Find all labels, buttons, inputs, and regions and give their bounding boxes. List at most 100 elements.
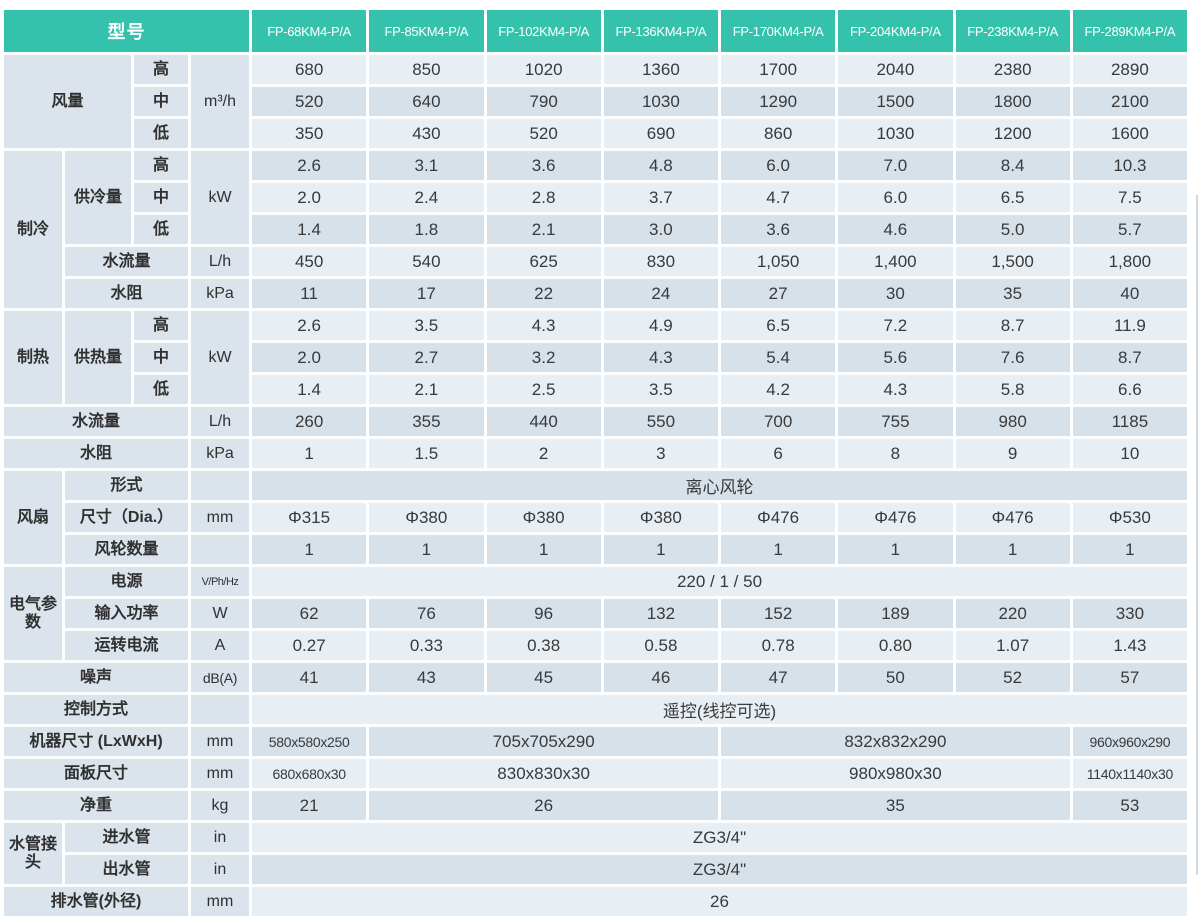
value-cell: Φ380 [603,503,718,532]
value-cell: 1800 [955,87,1070,116]
value-cell: 43 [369,663,484,692]
value-cell: 2 [486,439,601,468]
table-row: 水流量 L/h 260 355 440 550 700 755 980 1185 [4,407,1187,436]
value-cell: 8.4 [955,151,1070,180]
label-cell: 高 [134,55,188,84]
label-cell: 供冷量 [65,151,131,244]
unit-cell: L/h [191,407,249,436]
value-cell: 52 [955,663,1070,692]
spec-table: 型号 FP-68KM4-P/A FP-85KM4-P/A FP-102KM4-P/A… [1,7,1190,919]
value-cell: 9 [955,439,1070,468]
model-corner-label: 型号 [4,10,249,52]
value-cell: 1030 [838,119,953,148]
value-cell: 350 [252,119,367,148]
value-cell: 30 [838,279,953,308]
value-cell: 152 [721,599,836,628]
value-cell: 220 / 1 / 50 [252,567,1187,596]
unit-cell [191,471,249,500]
label-cell: 尺寸（Dia.） [65,503,188,532]
model-header: FP-289KM4-P/A [1072,10,1187,52]
value-cell: 2.0 [252,183,367,212]
value-cell: 2.6 [252,311,367,340]
label-cell: 水阻 [4,439,188,468]
table-row: 风量高 m³/h 680 850 1020 1360 1700 2040 2380 2890 [4,55,1187,148]
value-cell: 1.5 [369,439,484,468]
value-cell: 440 [486,407,601,436]
label-cell: 供热量 [65,311,131,404]
value-cell: 790 [486,87,601,116]
model-header: FP-68KM4-P/A [252,10,367,52]
value-cell: 705x705x290 [369,727,718,756]
value-cell: 700 [721,407,836,436]
value-cell: 2040 [838,55,953,84]
value-cell: 680 [252,55,367,84]
value-cell: 0.27 [252,631,367,660]
value-cell: 3.2 [486,343,601,372]
value-cell: 45 [486,663,601,692]
table-row: 尺寸（Dia.） mm Φ315 Φ380 Φ380 Φ380 Φ476 Φ476 Φ476 Φ5… [4,503,1187,532]
label-cell: 风轮数量 [65,535,188,564]
table-row: 运转电流 A 0.27 0.33 0.38 0.58 0.78 0.80 1.07 1.43 [4,631,1187,660]
right-edge-line [1196,195,1198,875]
model-header: FP-238KM4-P/A [955,10,1070,52]
model-header: FP-85KM4-P/A [369,10,484,52]
table-row: 水阻 kPa 11 17 22 24 27 30 35 40 [4,279,1187,308]
value-cell: 5.6 [838,343,953,372]
table-row: 机器尺寸 (LxWxH) mm 580x580x250 705x705x290 832x… [4,727,1187,756]
value-cell: 830x830x30 [369,759,718,788]
value-cell: Φ380 [369,503,484,532]
value-cell: 10 [1072,439,1187,468]
value-cell: 0.58 [603,631,718,660]
value-cell: 1200 [955,119,1070,148]
label-cell: 中 [134,87,188,116]
label-cell: 噪声 [4,663,188,692]
value-cell: 2.0 [252,343,367,372]
value-cell: 4.8 [603,151,718,180]
table-row: 面板尺寸 mm 680x680x30 830x830x30 980x980x30 1140… [4,759,1187,788]
value-cell: 640 [369,87,484,116]
value-cell: 6.5 [721,311,836,340]
table-row: 水流量 L/h 450 540 625 830 1,050 1,400 1,500 1,800 [4,247,1187,276]
unit-cell: m³/h [191,55,249,148]
unit-cell: in [191,823,249,852]
label-cell: 出水管 [65,855,188,884]
value-cell: Φ380 [486,503,601,532]
value-cell: 1 [955,535,1070,564]
value-cell: 11.9 [1072,311,1187,340]
label-cell: 运转电流 [65,631,188,660]
value-cell: 2.5 [486,375,601,404]
value-cell: 680x680x30 [252,759,367,788]
value-cell: Φ476 [955,503,1070,532]
unit-cell: kPa [191,279,249,308]
value-cell: 8 [838,439,953,468]
value-cell: 4.6 [838,215,953,244]
label-cell: 制热 [4,311,62,404]
label-cell: 水流量 [4,407,188,436]
value-cell: 860 [721,119,836,148]
value-cell: 8.7 [1072,343,1187,372]
value-cell: 1290 [721,87,836,116]
value-cell: 1.4 [252,215,367,244]
table-row: 水阻 kPa 1 1.5 2 3 6 8 9 10 [4,439,1187,468]
value-cell: 1.4 [252,375,367,404]
table-row: 低 1.4 1.8 2.1 3.0 3.6 4.6 5.0 5.7 [4,215,1187,244]
value-cell: 1030 [603,87,718,116]
value-cell: 1360 [603,55,718,84]
value-cell: 6 [721,439,836,468]
value-cell: 2380 [955,55,1070,84]
table-row: 制冷 供冷量高 kW 2.6 3.1 3.6 4.8 6.0 7.0 8.4 10.3 [4,151,1187,308]
value-cell: 21 [252,791,367,820]
value-cell: 1500 [838,87,953,116]
value-cell: 11 [252,279,367,308]
label-cell: 机器尺寸 (LxWxH) [4,727,188,756]
value-cell: 35 [955,279,1070,308]
model-header: FP-136KM4-P/A [603,10,718,52]
value-cell: 0.38 [486,631,601,660]
label-cell: 制冷 [4,151,62,308]
value-cell: 2100 [1072,87,1187,116]
table-row: 出水管 in ZG3/4" [4,855,1187,884]
value-cell: 3.0 [603,215,718,244]
label-cell: 中 [134,183,188,212]
value-cell: 1.43 [1072,631,1187,660]
label-cell: 净重 [4,791,188,820]
